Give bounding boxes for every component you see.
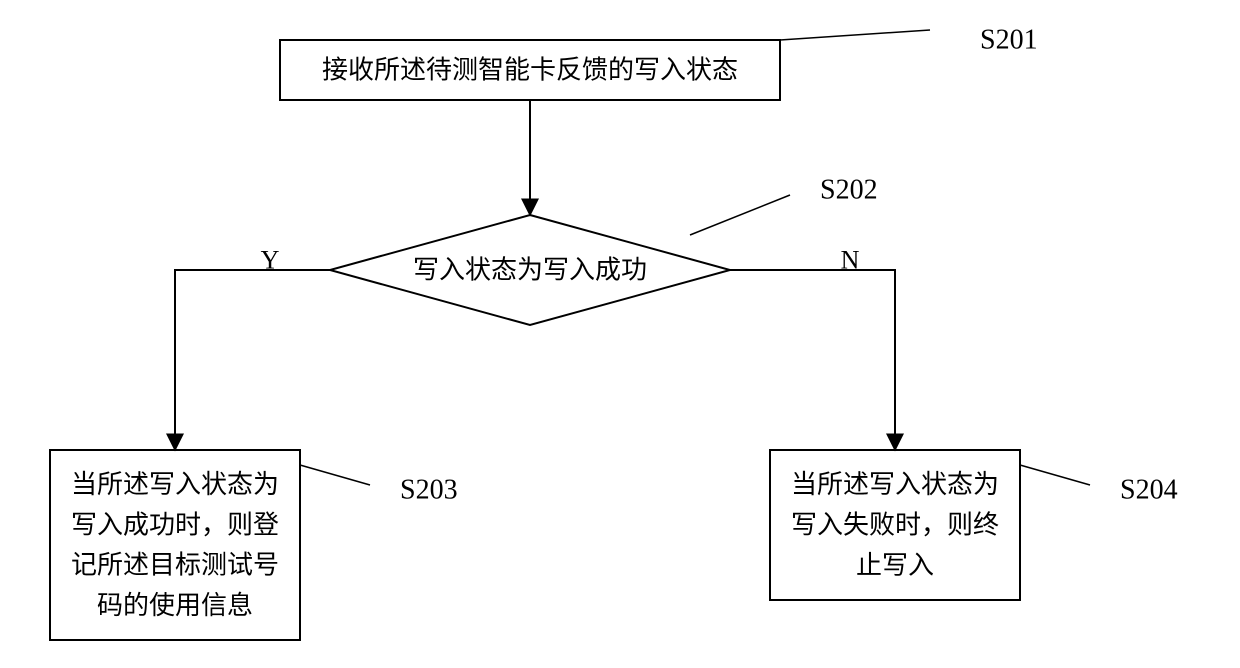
- step-label-s203: S203: [400, 475, 458, 506]
- flow-edge-e2_left: [175, 270, 330, 450]
- branch-label-e2_left: Y: [261, 246, 280, 275]
- node-text-s203-2: 记所述目标测试号: [71, 551, 279, 580]
- node-text-s203-1: 写入成功时，则登: [71, 510, 279, 539]
- branch-label-e3_right: N: [841, 246, 860, 275]
- leader-line-s204: [1020, 465, 1090, 485]
- node-text-s204-1: 写入失败时，则终: [791, 511, 999, 540]
- step-label-s204: S204: [1120, 475, 1178, 506]
- step-label-s202: S202: [820, 175, 878, 206]
- node-text-s203-3: 码的使用信息: [97, 591, 253, 620]
- leader-line-s202: [690, 195, 790, 235]
- flow-edge-e3_right: [730, 270, 895, 450]
- node-text-s204-2: 止写入: [856, 551, 934, 580]
- node-text-s203-0: 当所述写入状态为: [71, 470, 279, 499]
- node-text-s201: 接收所述待测智能卡反馈的写入状态: [322, 56, 738, 85]
- node-text-s202: 写入状态为写入成功: [413, 256, 647, 285]
- flowchart-diagram: 接收所述待测智能卡反馈的写入状态 S201 写入状态为写入成功 S202 当所述写入状态…: [0, 0, 1240, 668]
- leader-line-s201: [780, 30, 930, 40]
- leader-line-s203: [300, 465, 370, 485]
- node-text-s204-0: 当所述写入状态为: [791, 470, 999, 499]
- step-label-s201: S201: [980, 25, 1038, 56]
